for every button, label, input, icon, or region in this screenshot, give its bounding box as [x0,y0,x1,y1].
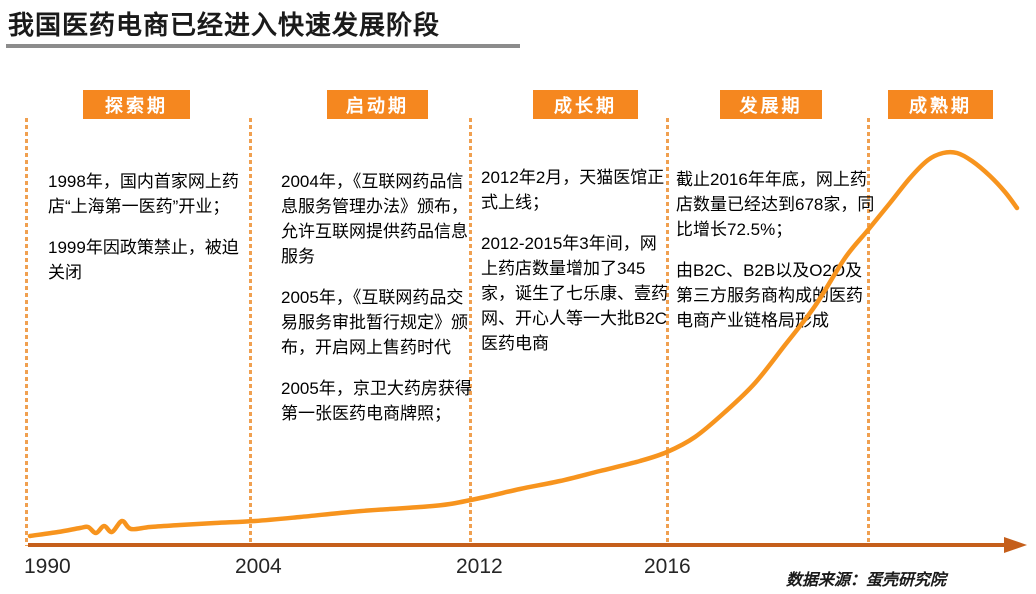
title-underline [6,44,520,48]
source-note: 数据来源：蛋壳研究院 [786,572,947,589]
stage-text-startup: 2004年，《互联网药品信息服务管理办法》颁布，允许互联网提供药品信息服务 20… [281,169,473,442]
year-label-2016: 2016 [644,555,691,578]
year-label-2004: 2004 [235,555,282,578]
stage-text-exploration: 1998年，国内首家网上药店“上海第一医药”开业； 1999年因政策禁止，被迫关… [48,169,253,301]
year-label-2012: 2012 [456,555,503,578]
paragraph: 2005年，京卫大药房获得第一张医药电商牌照； [281,379,472,423]
year-label-1990: 1990 [24,555,71,578]
stage-text-development: 截止2016年年底，网上药店数量已经达到678家，同比增长72.5%； 由B2C… [676,167,876,349]
page-title: 我国医药电商已经进入快速发展阶段 [8,10,441,40]
stage-text-growth: 2012年2月，天猫医馆正式上线； 2012-2015年3年间，网上药店数量增加… [481,165,671,372]
paragraph: 2012年2月，天猫医馆正式上线； [481,168,665,212]
paragraph: 1998年，国内首家网上药店“上海第一医药”开业； [48,172,239,216]
stage-header-startup: 启动期 [327,90,428,119]
stage-header-maturity: 成熟期 [888,90,993,119]
paragraph: 由B2C、B2B以及O2O及第三方服务商构成的医药电商产业链格局形成 [676,261,863,330]
stage-header-growth: 成长期 [533,90,638,119]
stage-header-exploration: 探索期 [83,90,190,119]
paragraph: 2012-2015年3年间，网上药店数量增加了345家，诞生了七乐康、壹药网、开… [481,234,668,353]
paragraph: 2005年，《互联网药品交易服务审批暂行规定》颁布，开启网上售药时代 [281,288,468,357]
paragraph: 2004年，《互联网药品信息服务管理办法》颁布，允许互联网提供药品信息服务 [281,172,468,266]
stage-divider-1 [25,118,28,546]
paragraph: 1999年因政策禁止，被迫关闭 [48,238,239,282]
stage-header-development: 发展期 [720,90,822,119]
timeline-arrow-icon [1004,537,1027,553]
paragraph: 截止2016年年底，网上药店数量已经达到678家，同比增长72.5%； [676,170,875,239]
